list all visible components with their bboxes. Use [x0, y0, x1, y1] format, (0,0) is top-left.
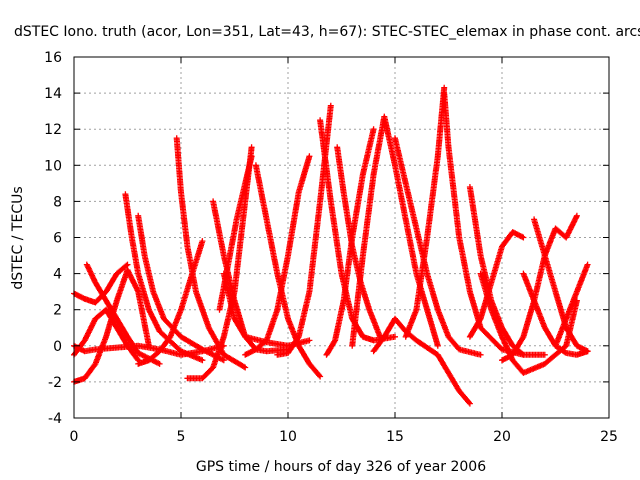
y-tick-label: 16: [44, 50, 62, 66]
series-15: [252, 162, 324, 380]
x-axis-label: GPS time / hours of day 326 of year 2006: [196, 459, 486, 475]
y-tick-label: -4: [48, 411, 62, 427]
series-23: [402, 84, 448, 340]
y-tick-label: 14: [44, 86, 62, 102]
series-24: [441, 90, 527, 358]
x-tick-label: 5: [177, 429, 186, 445]
series-20: [349, 113, 441, 349]
series-14: [242, 153, 313, 358]
series-5: [83, 261, 163, 367]
data-points: [71, 84, 591, 407]
series-points: [349, 113, 441, 349]
series-points: [466, 229, 527, 340]
series-27: [466, 229, 527, 340]
series-points: [252, 162, 324, 380]
series-points: [531, 216, 591, 355]
x-tick-label: 0: [70, 429, 79, 445]
series-28: [499, 212, 580, 364]
series-22: [392, 135, 484, 358]
y-tick-label: 6: [53, 231, 62, 247]
x-tick-label: 15: [386, 429, 404, 445]
y-tick-label: 8: [53, 194, 62, 210]
series-points: [173, 135, 249, 371]
y-tick-label: 4: [53, 267, 62, 283]
y-tick-label: 0: [53, 339, 62, 355]
series-21: [370, 315, 473, 407]
y-tick-label: 10: [44, 158, 62, 174]
series-points: [402, 84, 448, 340]
series-18: [323, 126, 377, 358]
series-points: [242, 153, 313, 358]
x-tick-label: 10: [279, 429, 297, 445]
series-points: [323, 126, 377, 358]
series-points: [520, 270, 591, 358]
series-9: [173, 135, 249, 371]
x-tick-label: 20: [493, 429, 511, 445]
y-tick-label: -2: [48, 375, 62, 391]
y-tick-label: 2: [53, 303, 62, 319]
x-tick-label: 25: [600, 429, 618, 445]
y-tick-label: 12: [44, 122, 62, 138]
series-points: [441, 90, 527, 358]
series-points: [392, 135, 484, 358]
series-31: [520, 270, 591, 358]
chart-title: dSTEC Iono. truth (acor, Lon=351, Lat=43…: [14, 24, 640, 40]
axis-ticks: 0 5 10 15 20 25 -4 -2 0 2 4 6 8 10 12 14 16: [44, 50, 618, 445]
series-points: [83, 261, 163, 367]
y-axis-label: dSTEC / TECUs: [10, 186, 26, 289]
series-29: [531, 216, 591, 355]
series-points: [370, 315, 473, 407]
series-points: [499, 212, 580, 364]
series-25: [466, 184, 548, 358]
series-points: [466, 184, 548, 358]
